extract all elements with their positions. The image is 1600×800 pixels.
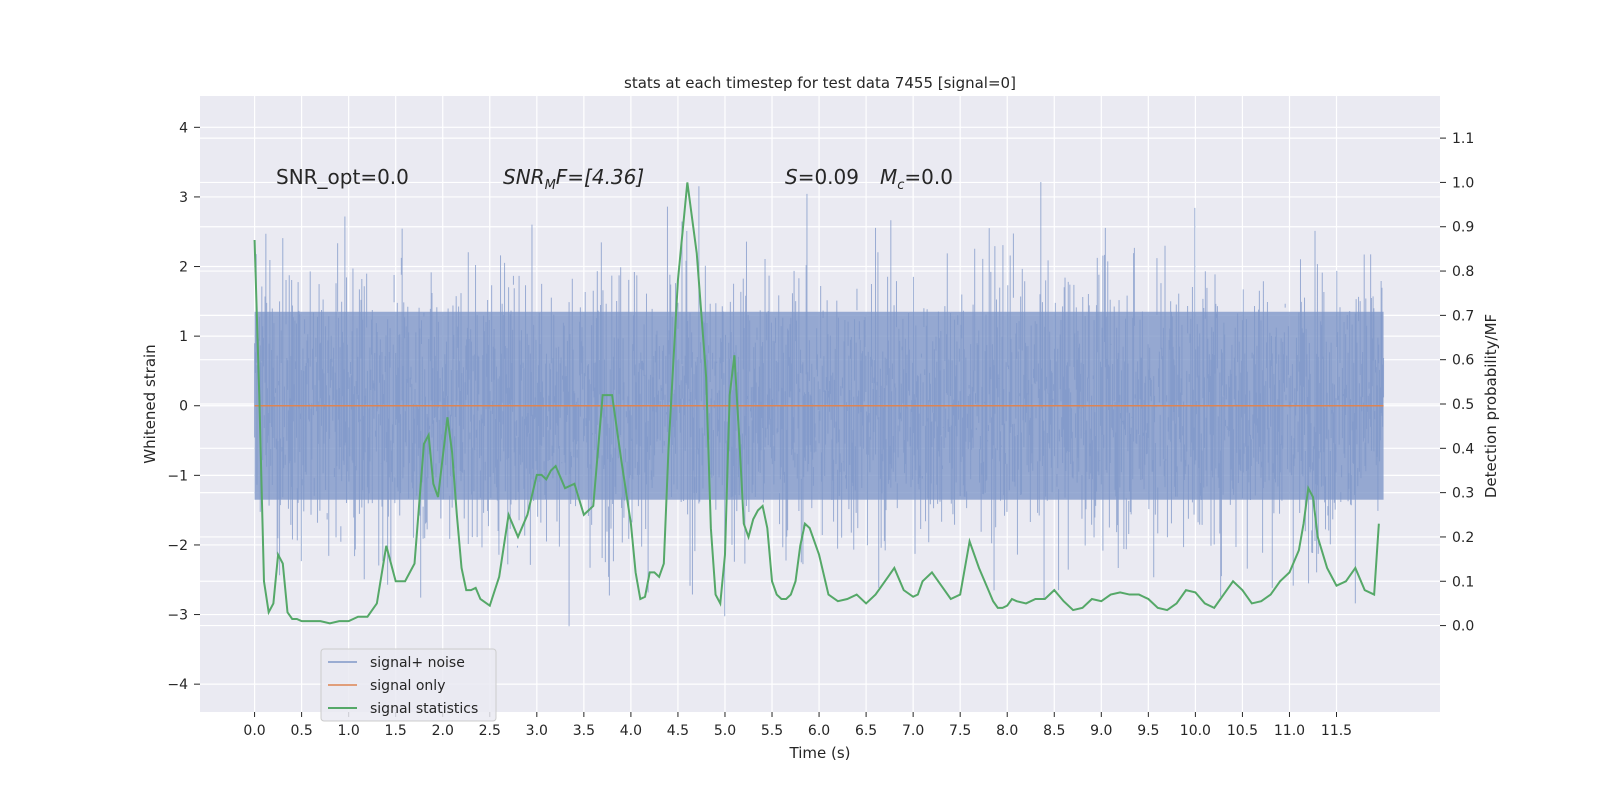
- series-signal-statistics: [253, 182, 1380, 625]
- annotation-s-val: =0.09: [798, 165, 859, 189]
- y-left-tick-label: 3: [179, 190, 188, 206]
- y-axis-left-ticks: −4 −3 −2 −1 0 1 2 3 4: [167, 120, 200, 693]
- legend: signal+ noise signal only signal statist…: [320, 648, 497, 722]
- annotation-mc: Mc=0.0: [880, 165, 953, 193]
- y-left-tick-label: −4: [167, 677, 188, 693]
- x-tick-label: 9.5: [1137, 723, 1159, 739]
- annotation-s: S=0.09: [785, 165, 859, 189]
- legend-box: [320, 648, 497, 722]
- x-axis-ticks: 0.0 0.5 1.0 1.5 2.0 2.5 3.0 3.5 4.0 4.5 5.0 5.5 6.0 6…: [243, 712, 1352, 739]
- annotation-mc-val: =0.0: [904, 165, 953, 189]
- x-tick-label: 1.0: [338, 723, 360, 739]
- y-right-tick-label: 0.6: [1452, 353, 1474, 369]
- y-axis-right-ticks: 0.0 0.1 0.2 0.3 0.4 0.5 0.6 0.7 0.8 0.9 1.0 1.1: [1440, 131, 1474, 635]
- y-right-tick-label: 0.8: [1452, 264, 1474, 280]
- x-tick-label: 7.0: [902, 723, 924, 739]
- x-tick-label: 5.5: [761, 723, 783, 739]
- x-tick-label: 10.5: [1227, 723, 1258, 739]
- x-tick-label: 2.5: [479, 723, 501, 739]
- y-left-tick-label: 1: [179, 329, 188, 345]
- y-left-tick-label: −2: [167, 538, 188, 554]
- x-tick-label: 4.0: [620, 723, 642, 739]
- y-right-tick-label: 0.4: [1452, 441, 1474, 457]
- y-right-tick-label: 0.3: [1452, 486, 1474, 502]
- annotation-mc-var: M: [880, 165, 897, 189]
- x-tick-label: 5.0: [714, 723, 736, 739]
- y-right-tick-label: 0.7: [1452, 308, 1474, 324]
- annotation-snr-mf-base: SNR: [503, 165, 545, 189]
- x-tick-label: 8.5: [1043, 723, 1065, 739]
- x-tick-label: 7.5: [949, 723, 971, 739]
- annotation-mc-sub: c: [897, 178, 904, 193]
- y-left-tick-label: 4: [179, 120, 188, 136]
- annotation-snr-opt: SNR_opt=0.0: [276, 165, 409, 189]
- x-tick-label: 4.5: [667, 723, 689, 739]
- y-right-tick-label: 0.2: [1452, 530, 1474, 546]
- y-left-tick-label: −3: [167, 608, 188, 624]
- annotation-snr-mf: SNRMF=[4.36]: [503, 165, 644, 193]
- x-tick-label: 9.0: [1090, 723, 1112, 739]
- x-axis-label: Time (s): [789, 744, 851, 762]
- noise-trace: [254, 181, 1385, 627]
- annotation-s-var: S: [785, 165, 798, 189]
- x-tick-label: 11.0: [1274, 723, 1305, 739]
- y-right-tick-label: 0.0: [1452, 619, 1474, 635]
- y-right-tick-label: 1.1: [1452, 131, 1474, 147]
- y-left-tick-label: 0: [179, 399, 188, 415]
- x-tick-label: 6.5: [855, 723, 877, 739]
- x-tick-label: 3.0: [526, 723, 548, 739]
- x-tick-label: 0.5: [290, 723, 312, 739]
- x-tick-label: 1.5: [385, 723, 407, 739]
- x-tick-label: 11.5: [1321, 723, 1352, 739]
- y-right-tick-label: 1.0: [1452, 175, 1474, 191]
- x-tick-label: 6.0: [808, 723, 830, 739]
- x-tick-label: 8.0: [996, 723, 1018, 739]
- x-tick-label: 0.0: [243, 723, 265, 739]
- annotation-snr-mf-sub: M: [545, 178, 556, 193]
- y-left-tick-label: −1: [167, 468, 188, 484]
- legend-label-signal-statistics: signal statistics: [370, 701, 478, 717]
- y-right-tick-label: 0.1: [1452, 574, 1474, 590]
- x-tick-label: 10.0: [1180, 723, 1211, 739]
- x-tick-label: 2.0: [432, 723, 454, 739]
- legend-label-signal-noise: signal+ noise: [370, 655, 465, 671]
- legend-label-signal-only: signal only: [370, 678, 445, 694]
- annotation-snr-mf-tail: F=[4.36]: [556, 165, 644, 189]
- y-left-tick-label: 2: [179, 260, 188, 276]
- y-axis-left-label: Whitened strain: [141, 344, 159, 463]
- chart-title: stats at each timestep for test data 745…: [624, 74, 1016, 92]
- x-tick-label: 3.5: [573, 723, 595, 739]
- y-right-tick-label: 0.9: [1452, 220, 1474, 236]
- y-axis-right-label: Detection probability/MF: [1482, 314, 1500, 498]
- y-right-tick-label: 0.5: [1452, 397, 1474, 413]
